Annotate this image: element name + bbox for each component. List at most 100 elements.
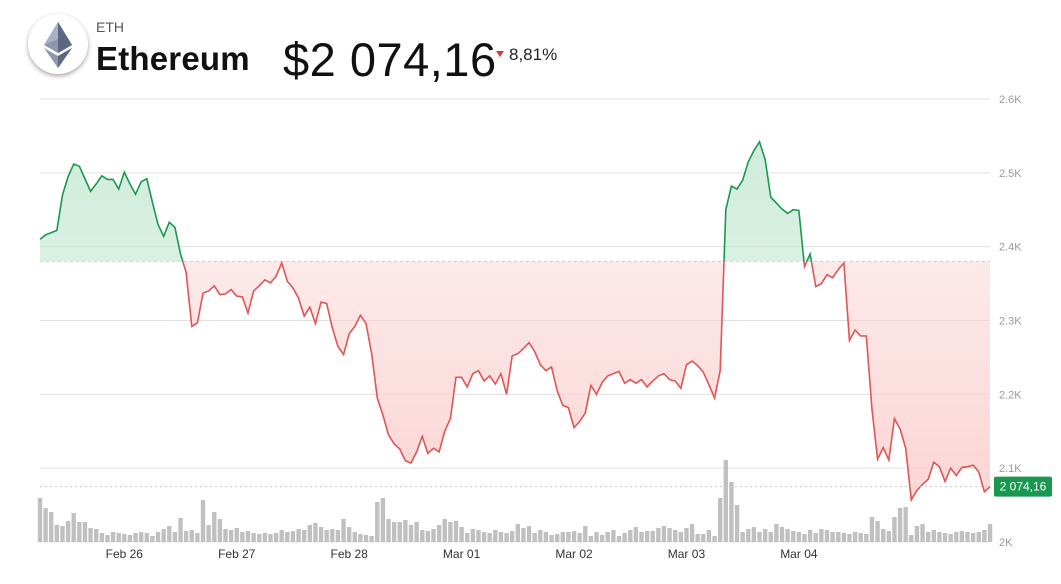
- volume-bar: [611, 530, 616, 542]
- volume-bar: [836, 532, 841, 542]
- volume-bar: [459, 527, 464, 542]
- volume-bar: [813, 533, 818, 542]
- y-tick-label: 2.6K: [999, 94, 1022, 106]
- volume-bar: [183, 531, 189, 542]
- volume-bar: [689, 524, 695, 542]
- volume-bar: [937, 532, 942, 542]
- volume-bar: [903, 507, 908, 542]
- volume-bar: [515, 524, 521, 542]
- volume-bar: [302, 530, 307, 542]
- volume-bar: [290, 531, 296, 542]
- volume-bar: [661, 526, 667, 542]
- volume-bar: [673, 530, 678, 542]
- volume-bar: [886, 531, 892, 542]
- volume-bar: [234, 528, 239, 542]
- current-price-badge-label: 2 074,16: [1000, 480, 1047, 494]
- volume-bar: [358, 534, 363, 542]
- volume-bar: [279, 530, 284, 542]
- volume-bar: [228, 530, 234, 542]
- volume-bar: [324, 530, 329, 542]
- volume-bar: [779, 527, 785, 542]
- volume-bar: [976, 532, 981, 542]
- x-tick-label: Mar 02: [555, 547, 593, 561]
- volume-bar: [318, 527, 324, 542]
- volume-bar: [88, 528, 93, 542]
- volume-bar: [346, 527, 352, 542]
- volume-bar: [105, 535, 110, 542]
- volume-bar: [262, 533, 268, 542]
- volume-bar: [594, 532, 599, 542]
- x-axis-labels: Feb 26 Feb 27 Feb 28 Mar 01 Mar 02 Mar 03 Mar …: [106, 547, 818, 561]
- volume-bar: [257, 534, 262, 542]
- volume-bar: [734, 505, 740, 542]
- coin-logo[interactable]: [28, 14, 88, 74]
- volume-bar: [217, 519, 223, 542]
- volume-bar: [352, 532, 357, 542]
- volume-bar: [695, 534, 700, 542]
- volume-bar: [532, 533, 537, 542]
- volume-bar: [37, 498, 43, 542]
- volume-bar: [493, 530, 498, 542]
- volume-bar: [554, 534, 560, 542]
- volume-bar: [155, 532, 161, 542]
- volume-bar: [212, 512, 217, 542]
- volume-bar: [285, 532, 290, 542]
- volume-bar: [206, 525, 211, 542]
- volume-bar: [616, 536, 622, 542]
- volume-bar: [881, 529, 886, 542]
- volume-bar: [824, 530, 830, 542]
- volume-bar: [509, 531, 515, 542]
- ethereum-logo-icon: [31, 17, 85, 71]
- price-area-down: [182, 261, 990, 500]
- volume-bar: [982, 530, 987, 542]
- volume-bar: [504, 533, 509, 542]
- price-line: [39, 139, 991, 503]
- volume-bar: [369, 536, 374, 542]
- volume-bar: [712, 536, 717, 542]
- volume-bar: [785, 529, 790, 542]
- volume-bar: [268, 534, 273, 542]
- coin-name: Ethereum: [96, 40, 250, 77]
- volume-bar: [189, 530, 194, 542]
- volume-bar: [931, 530, 936, 542]
- volume-bar: [127, 535, 133, 542]
- volume-bar: [774, 524, 779, 542]
- volume-bar: [380, 498, 386, 542]
- volume-bar: [122, 534, 127, 542]
- volume-bar: [453, 521, 459, 542]
- volume-bar: [605, 532, 610, 542]
- volume-bar: [470, 529, 476, 542]
- volume-bar: [330, 529, 335, 542]
- volume-bar: [622, 533, 627, 542]
- volume-bar: [420, 530, 425, 542]
- volume-bar: [313, 523, 318, 542]
- volume-bar: [245, 531, 251, 542]
- volume-bar: [847, 534, 852, 542]
- price-area-up: [40, 141, 990, 262]
- volume-bar: [970, 533, 976, 542]
- volume-bar: [802, 534, 807, 542]
- volume-bar: [858, 533, 863, 542]
- volume-bar: [684, 528, 689, 542]
- volume-bar: [723, 460, 728, 542]
- x-tick-label: Feb 28: [330, 547, 368, 561]
- volume-bar: [729, 482, 734, 542]
- volume-bar: [223, 529, 228, 542]
- volume-bar: [667, 528, 672, 542]
- volume-bar: [549, 535, 554, 542]
- volume-bar: [751, 527, 757, 542]
- y-tick-label: 2.4K: [999, 242, 1022, 254]
- volume-bar: [987, 524, 993, 542]
- volume-bar: [82, 522, 88, 542]
- volume-bar: [959, 531, 965, 542]
- volume-bar: [819, 529, 824, 542]
- volume-bar: [892, 517, 897, 542]
- volume-bar: [583, 526, 588, 542]
- volume-bar: [897, 508, 903, 542]
- volume-bar: [639, 532, 644, 542]
- current-price-badge-bg: [994, 476, 1052, 497]
- volume-bar: [99, 533, 105, 542]
- volume-bar: [481, 532, 487, 542]
- price-change-value: 8,81%: [509, 45, 558, 64]
